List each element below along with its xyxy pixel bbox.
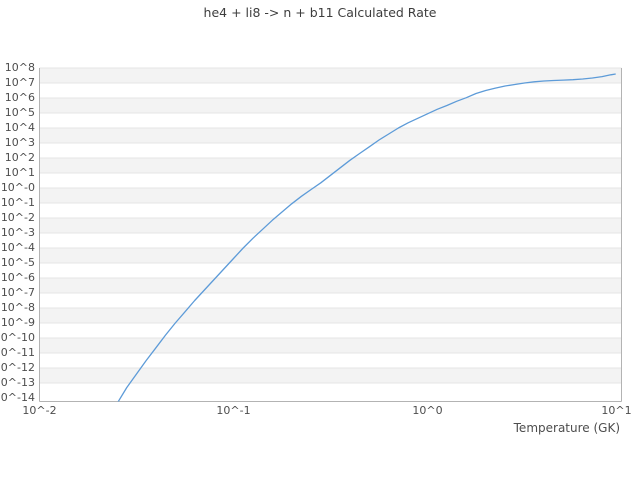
y-tick-label: 10^8 (4, 61, 35, 74)
y-tick-label: 10^-2 (0, 211, 35, 224)
x-axis-label: Temperature (GK) (513, 421, 620, 435)
decade-band (39, 218, 622, 233)
y-tick-label: 10^-0 (0, 181, 35, 194)
y-tick-label: 10^-9 (0, 316, 35, 329)
decade-band (39, 68, 622, 83)
y-tick-label: 10^-14 (0, 391, 35, 404)
y-tick-label: 10^-3 (0, 226, 35, 239)
y-tick-label: 10^4 (4, 121, 35, 134)
x-tick-label: 10^-1 (216, 404, 251, 417)
x-tick-label: 10^0 (412, 404, 443, 417)
x-tick-label: 10^-2 (22, 404, 57, 417)
y-tick-label: 10^-11 (0, 346, 35, 359)
y-tick-label: 10^5 (4, 106, 35, 119)
y-tick-label: 10^1 (4, 166, 35, 179)
x-tick-label: 10^1 (601, 404, 632, 417)
decade-band (39, 158, 622, 173)
y-tick-label: 10^-7 (0, 286, 35, 299)
y-tick-label: 10^-5 (0, 256, 35, 269)
y-tick-label: 10^-13 (0, 376, 35, 389)
decade-band (39, 188, 622, 203)
y-tick-label: 10^-4 (0, 241, 35, 254)
y-tick-label: 10^-1 (0, 196, 35, 209)
decade-band (39, 278, 622, 293)
decade-band (39, 338, 622, 353)
y-tick-label: 10^2 (4, 151, 35, 164)
y-tick-label: 10^-10 (0, 331, 35, 344)
y-tick-label: 10^-6 (0, 271, 35, 284)
decade-band (39, 98, 622, 113)
decade-band (39, 128, 622, 143)
y-tick-label: 10^-12 (0, 361, 35, 374)
y-tick-label: 10^-8 (0, 301, 35, 314)
decade-band (39, 248, 622, 263)
chart-title: he4 + li8 -> n + b11 Calculated Rate (203, 5, 437, 20)
y-tick-label: 10^7 (4, 76, 35, 89)
y-tick-label: 10^6 (4, 91, 35, 104)
decade-band (39, 308, 622, 323)
decade-band (39, 368, 622, 383)
y-tick-label: 10^3 (4, 136, 35, 149)
rate-curve (117, 73, 616, 402)
